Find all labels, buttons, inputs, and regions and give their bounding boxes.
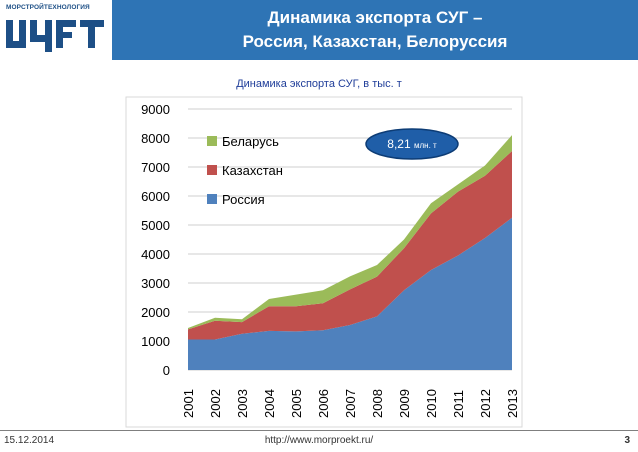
y-tick-label: 8000 — [141, 131, 170, 146]
x-tick-label: 2003 — [235, 389, 250, 418]
footer-date: 15.12.2014 — [4, 435, 55, 446]
y-tick-label: 9000 — [141, 102, 170, 117]
page-number: 3 — [624, 435, 630, 446]
page-title-line1: Динамика экспорта СУГ – — [267, 8, 483, 27]
chart-annotation: 8,21 млн. т — [365, 128, 459, 160]
x-tick-label: 2005 — [289, 389, 304, 418]
x-tick-label: 2004 — [262, 389, 277, 418]
chart-y-axis: 0 1000 2000 3000 4000 5000 6000 7000 8000 9000 — [141, 102, 170, 378]
logo-text: МОРСТРОЙТЕХНОЛОГИЯ — [6, 4, 90, 11]
y-tick-label: 3000 — [141, 276, 170, 291]
legend-label: Беларусь — [222, 134, 279, 149]
chart-legend: Беларусь Казахстан Россия — [207, 134, 283, 207]
company-logo: МОРСТРОЙТЕХНОЛОГИЯ — [6, 4, 106, 52]
area-series-Казахстан — [188, 151, 512, 340]
y-tick-label: 6000 — [141, 189, 170, 204]
footer-divider — [0, 430, 638, 431]
x-tick-label: 2013 — [505, 389, 520, 418]
x-tick-label: 2012 — [478, 389, 493, 418]
x-tick-label: 2011 — [451, 390, 466, 418]
y-tick-label: 4000 — [141, 247, 170, 262]
legend-swatch — [207, 194, 217, 204]
x-tick-label: 2002 — [208, 389, 223, 418]
x-tick-label: 2008 — [370, 389, 385, 418]
x-tick-label: 2006 — [316, 389, 331, 418]
x-tick-label: 2009 — [397, 389, 412, 418]
stacked-area-chart: 0 1000 2000 3000 4000 5000 6000 7000 8000 9000 20… — [125, 96, 523, 428]
legend-label: Казахстан — [222, 163, 283, 178]
legend-label: Россия — [222, 192, 265, 207]
chart-title: Динамика экспорта СУГ, в тыс. т — [236, 78, 402, 90]
footer-url[interactable]: http://www.morproekt.ru/ — [264, 435, 374, 446]
area-series-Россия — [188, 217, 512, 370]
title-banner: Динамика экспорта СУГ – Россия, Казахста… — [112, 0, 638, 60]
logo-mark-icon — [6, 20, 104, 52]
x-tick-label: 2010 — [424, 389, 439, 418]
page-title-line2: Россия, Казахстан, Белоруссия — [242, 32, 508, 51]
legend-swatch — [207, 136, 217, 146]
chart-x-axis: 2001 2002 2003 2004 2005 2006 2007 2008 2009 2010… — [181, 389, 520, 418]
legend-swatch — [207, 165, 217, 175]
x-tick-label: 2001 — [181, 389, 196, 418]
y-tick-label: 0 — [163, 363, 170, 378]
y-tick-label: 5000 — [141, 218, 170, 233]
y-tick-label: 7000 — [141, 160, 170, 175]
annotation-text: 8,21 млн. т — [387, 137, 437, 151]
x-tick-label: 2007 — [343, 389, 358, 418]
y-tick-label: 2000 — [141, 305, 170, 320]
y-tick-label: 1000 — [141, 334, 170, 349]
chart-areas — [188, 135, 512, 370]
annotation-bubble — [365, 128, 459, 160]
